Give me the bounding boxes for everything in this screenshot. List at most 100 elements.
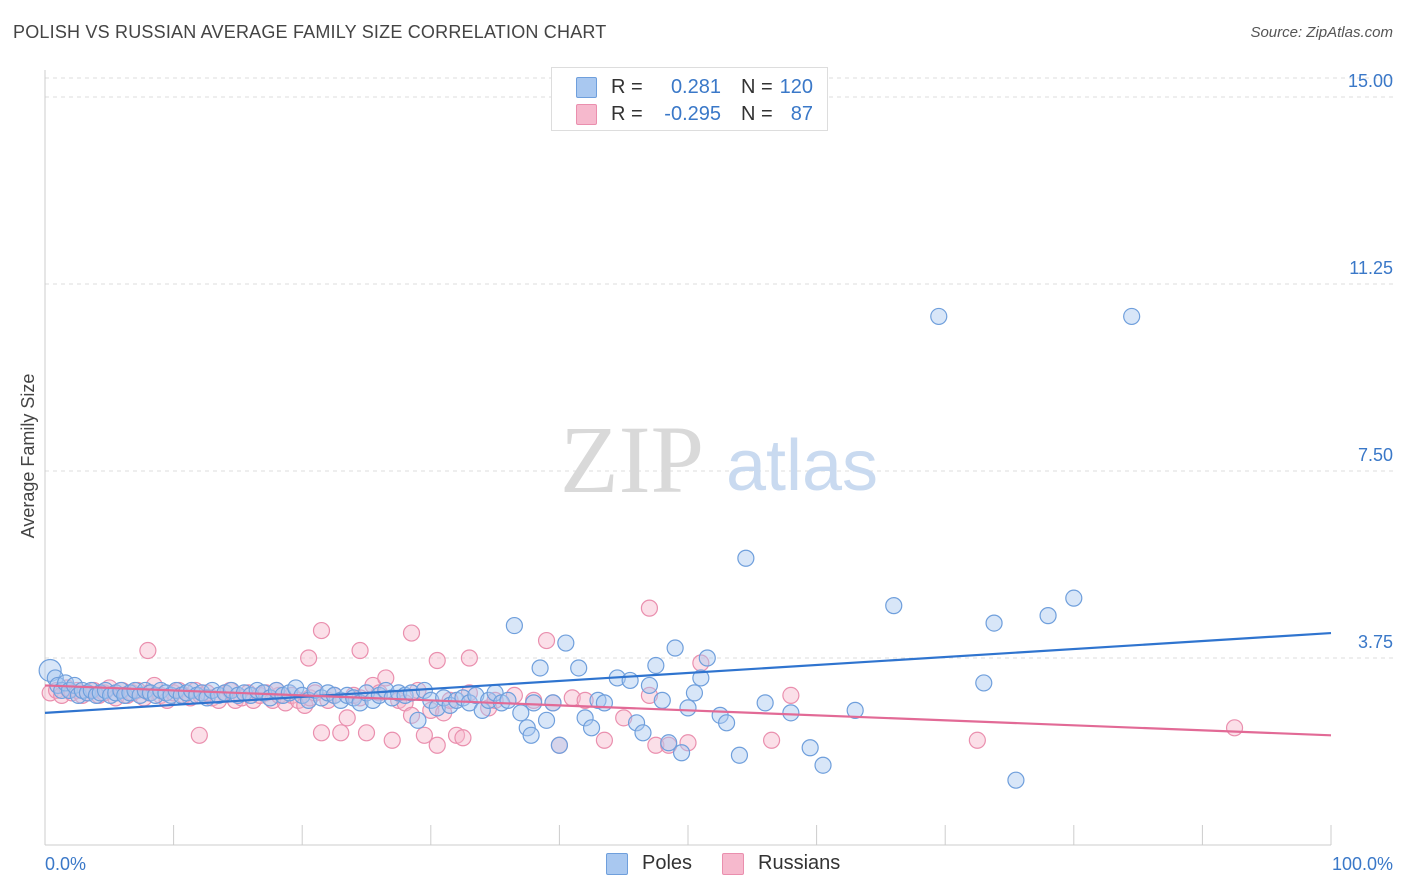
poles-point: [698, 649, 716, 667]
poles-point: [985, 614, 1003, 632]
poles-point: [570, 659, 588, 677]
russians-point: [537, 631, 556, 650]
poles-point: [550, 736, 569, 754]
legend-item-russians[interactable]: Russians: [722, 852, 840, 875]
poles-point: [634, 724, 652, 742]
poles-point: [930, 307, 948, 326]
poles-point: [621, 671, 639, 690]
poles-point: [505, 616, 523, 635]
russians-point: [640, 599, 659, 617]
poles-point: [685, 684, 704, 702]
russians-point: [139, 641, 157, 660]
poles-swatch: [606, 852, 628, 875]
poles-point: [692, 669, 710, 687]
poles-point: [672, 744, 691, 762]
russians-trend-line: [44, 684, 1332, 737]
russians-point: [338, 709, 356, 727]
russians-point: [312, 724, 331, 742]
poles-point: [814, 756, 832, 774]
r-label: R =: [611, 75, 643, 98]
russians-point: [460, 649, 478, 667]
russians-point: [647, 736, 665, 754]
watermark-atlas: atlas: [726, 426, 878, 506]
axis-labels: 3.75 7.50 11.25 15.00 0.0% 100.0% Average Fami…: [18, 71, 1393, 874]
russians-point: [640, 686, 659, 705]
x-tick-label: 100.0%: [1332, 854, 1393, 874]
watermark-zip: ZIP: [560, 406, 704, 513]
poles-point: [522, 726, 540, 744]
poles-point: [647, 656, 665, 675]
x-tick-label: 0.0%: [45, 854, 86, 874]
russians-point: [357, 724, 376, 742]
poles-point: [557, 634, 575, 652]
r-value: 0.281: [670, 75, 721, 98]
russians-point: [428, 736, 446, 754]
russians-point: [679, 734, 697, 752]
poles-point: [640, 676, 659, 695]
russians-point: [1225, 719, 1244, 737]
poles-point: [409, 711, 427, 729]
poles-point: [666, 639, 684, 657]
legend-item-poles[interactable]: Poles: [606, 852, 692, 875]
n-label: N =: [741, 75, 773, 98]
poles-point: [660, 734, 678, 752]
poles-point: [679, 699, 697, 717]
grid-lines: [45, 77, 1394, 659]
poles-point: [525, 694, 543, 712]
poles-point: [595, 694, 614, 712]
n-value: 120: [779, 75, 813, 98]
legend-row-russians: R = -0.295 N = 87: [576, 101, 813, 127]
russians-swatch: [722, 852, 745, 875]
russians-point: [428, 651, 446, 670]
legend-label-poles: Poles: [642, 852, 693, 874]
poles-point: [582, 719, 601, 737]
poles-point: [756, 694, 774, 712]
n-value: 87: [790, 102, 813, 125]
russians-point: [415, 726, 433, 744]
poles-swatch: [576, 76, 597, 98]
poles-point: [801, 739, 819, 757]
series-legend: Poles Russians: [606, 852, 870, 875]
poles-point: [1007, 771, 1025, 789]
russians-point: [968, 731, 986, 749]
russians-point: [332, 724, 350, 742]
russians-point: [454, 729, 472, 747]
poles-point: [38, 658, 62, 683]
legend-row-poles: R = 0.281 N = 120: [576, 74, 813, 100]
russians-point: [576, 691, 594, 709]
russians-point: [377, 669, 395, 687]
poles-point: [975, 674, 993, 692]
n-label: N =: [741, 102, 773, 125]
russians-point: [615, 709, 633, 727]
russians-point: [762, 731, 781, 749]
chart-title: POLISH VS RUSSIAN AVERAGE FAMILY SIZE CO…: [13, 22, 607, 42]
poles-point: [782, 704, 800, 722]
poles-point: [1123, 307, 1141, 326]
poles-point: [717, 714, 736, 732]
russians-point: [383, 731, 401, 749]
poles-point: [737, 549, 755, 567]
source-label: Source: ZipAtlas.com: [1250, 24, 1393, 41]
russians-point: [312, 621, 331, 640]
y-tick-label: 15.00: [1348, 71, 1393, 91]
russians-point: [190, 726, 208, 744]
y-tick-label: 11.25: [1349, 258, 1393, 278]
poles-point: [1065, 589, 1083, 607]
y-tick-label: 3.75: [1358, 632, 1393, 652]
russians-point: [782, 686, 800, 705]
poles-point: [627, 714, 646, 732]
poles-point: [544, 694, 562, 712]
russians-point: [351, 641, 369, 660]
poles-point: [537, 711, 556, 729]
y-tick-label: 7.50: [1358, 445, 1393, 465]
poles-series: [38, 307, 1141, 789]
poles-trend-line: [44, 631, 1332, 714]
russians-point: [402, 624, 421, 642]
correlation-legend: R = 0.281 N = 120 R = -0.295 N = 87: [551, 67, 828, 131]
russians-point: [300, 649, 318, 667]
poles-point: [730, 746, 749, 764]
legend-label-russians: Russians: [758, 852, 841, 874]
poles-point: [467, 686, 485, 705]
r-label: R =: [611, 102, 643, 125]
poles-point: [531, 659, 549, 677]
